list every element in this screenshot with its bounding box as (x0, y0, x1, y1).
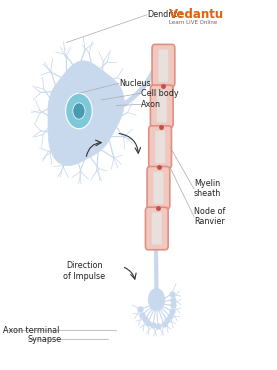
FancyBboxPatch shape (155, 131, 165, 163)
FancyBboxPatch shape (147, 166, 170, 209)
FancyBboxPatch shape (150, 85, 173, 128)
Text: Learn LIVE Online: Learn LIVE Online (169, 20, 217, 26)
Polygon shape (48, 61, 124, 166)
FancyBboxPatch shape (153, 172, 163, 204)
Text: Cell body: Cell body (141, 89, 179, 98)
FancyBboxPatch shape (157, 90, 167, 122)
FancyBboxPatch shape (149, 126, 171, 168)
FancyBboxPatch shape (152, 212, 162, 245)
Circle shape (148, 289, 165, 311)
Text: Vedantu: Vedantu (169, 8, 224, 21)
FancyBboxPatch shape (158, 50, 168, 82)
FancyBboxPatch shape (152, 44, 175, 87)
Circle shape (73, 103, 85, 119)
Circle shape (66, 93, 92, 129)
Text: Direction
of Impulse: Direction of Impulse (63, 261, 106, 280)
Text: Myelin
sheath: Myelin sheath (194, 179, 221, 198)
Text: Dendrite: Dendrite (147, 10, 182, 19)
Text: Axon: Axon (141, 100, 161, 109)
Text: Synapse: Synapse (28, 335, 62, 344)
Text: Node of
Ranvier: Node of Ranvier (194, 207, 225, 226)
FancyBboxPatch shape (145, 207, 168, 250)
Text: Axon terminal: Axon terminal (3, 326, 59, 334)
Text: Nucleus: Nucleus (119, 79, 151, 88)
